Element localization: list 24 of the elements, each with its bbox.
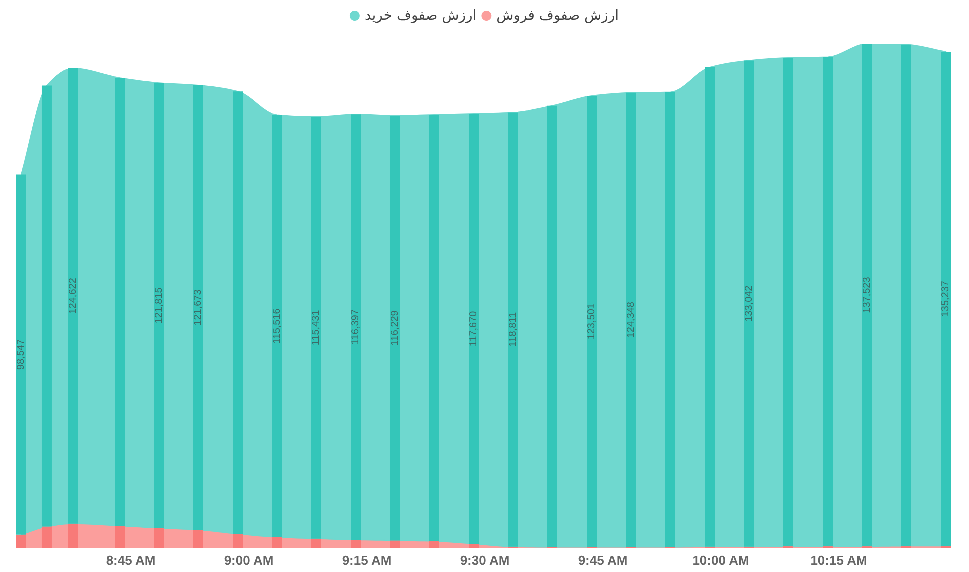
x-tick-label: 10:15 AM — [810, 553, 868, 568]
legend-label: ارزش صفوف فروش — [496, 8, 620, 24]
data-label: 137,523 — [862, 276, 873, 314]
x-tick-label: 9:00 AM — [224, 553, 274, 568]
data-label: 123,501 — [586, 303, 598, 340]
data-label: 116,397 — [350, 309, 362, 345]
x-tick-label: 10:00 AM — [692, 553, 750, 568]
data-label: 124,622 — [68, 278, 79, 314]
x-tick-label: 8:45 AM — [106, 553, 156, 568]
x-tick-label: 9:30 AM — [460, 553, 510, 568]
data-label: 117,670 — [468, 310, 480, 347]
data-label: 98,547 — [16, 339, 27, 370]
legend-label: ارزش صفوف خرید — [364, 8, 477, 24]
data-label: 135,237 — [940, 280, 952, 318]
data-label: 133,042 — [744, 285, 755, 322]
data-label: 121,815 — [154, 287, 165, 324]
x-tick-label: 9:15 AM — [342, 553, 392, 568]
data-label: 115,516 — [272, 308, 283, 344]
data-label: 124,348 — [626, 302, 637, 338]
data-label: 121,673 — [192, 289, 204, 326]
data-label: 115,431 — [310, 310, 322, 346]
data-label: 116,229 — [390, 310, 401, 346]
x-tick-label: 9:45 AM — [578, 553, 628, 568]
data-label: 118,811 — [508, 312, 519, 348]
